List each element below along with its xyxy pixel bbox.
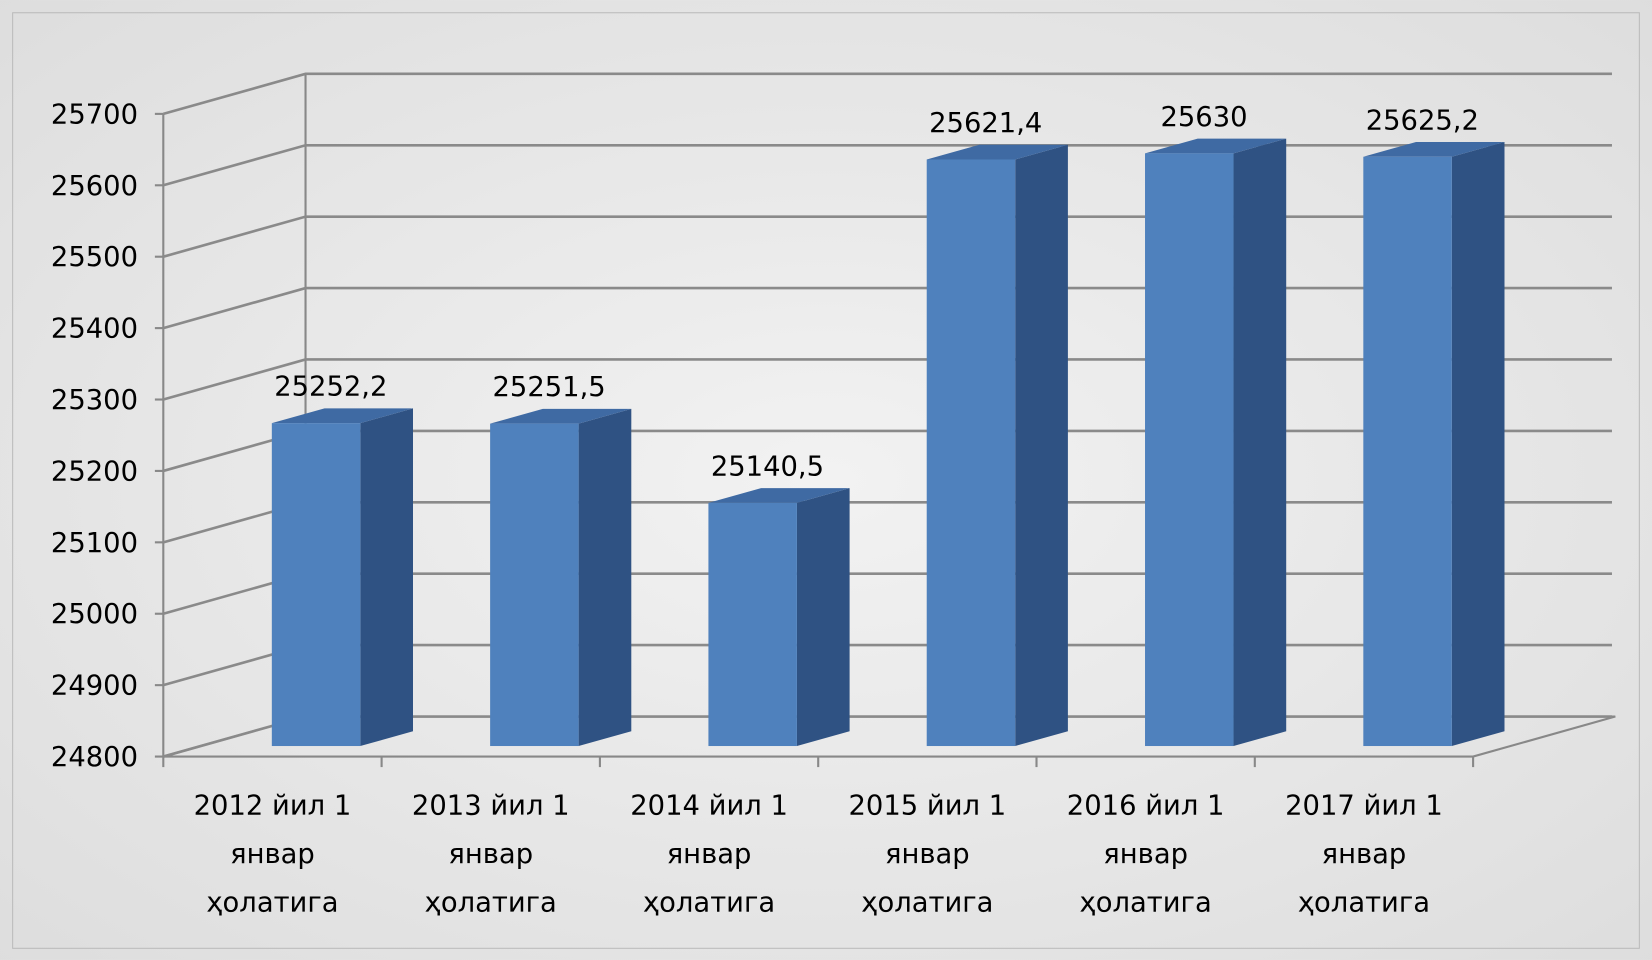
bar-top xyxy=(271,408,413,424)
bar-side xyxy=(1233,138,1287,747)
x-tick-label-box: 2017 йил 1 январ ҳолатига xyxy=(1285,790,1443,919)
bar xyxy=(490,423,579,747)
bar-top xyxy=(708,488,850,503)
y-tick-label: 25200 xyxy=(51,456,138,487)
y-tick-label: 25600 xyxy=(51,171,138,202)
bar-side xyxy=(796,488,850,747)
x-tick-label: 2017 йил 1 январ ҳолатига xyxy=(1285,790,1443,919)
y-tick-label: 25400 xyxy=(51,314,138,345)
value-label: 25251,5 xyxy=(493,372,606,403)
x-tick-label: 2012 йил 1 январ ҳолатига xyxy=(193,790,352,919)
x-tick-label: 2014 йил 1 январ ҳолатига xyxy=(630,790,788,919)
y-tick-label: 25500 xyxy=(51,242,138,273)
bar xyxy=(1145,153,1234,747)
x-tick-label-box: 2013 йил 1 январ ҳолатига xyxy=(411,790,570,919)
y-tick-label: 25300 xyxy=(51,385,138,416)
value-label: 25621,4 xyxy=(929,108,1042,139)
bar-side xyxy=(578,408,632,747)
bar xyxy=(1363,156,1452,747)
bar xyxy=(271,423,361,747)
x-tick-label: 2013 йил 1 январ ҳолатига xyxy=(411,790,570,919)
bar-side xyxy=(1015,144,1068,747)
bar xyxy=(708,502,797,747)
x-tick-label: 2015 йил 1 январ ҳолатига xyxy=(848,790,1007,919)
bar-top xyxy=(490,408,632,424)
y-tick-label: 24800 xyxy=(51,742,138,773)
x-tick-label-box: 2014 йил 1 январ ҳолатига xyxy=(630,790,788,919)
bar-top xyxy=(1145,138,1287,154)
y-tick-label: 25000 xyxy=(51,599,138,630)
x-tick-label: 2016 йил 1 январ ҳолатига xyxy=(1066,790,1225,919)
value-label: 25140,5 xyxy=(711,451,824,482)
bar-top xyxy=(1363,142,1505,157)
x-tick-label-box: 2016 йил 1 январ ҳолатига xyxy=(1066,790,1225,919)
grid-line xyxy=(162,72,1612,116)
bar xyxy=(926,159,1016,747)
bar-side xyxy=(1451,142,1505,747)
frame xyxy=(12,12,1640,949)
y-tick-label: 25100 xyxy=(51,528,138,559)
y-tick-label: 25700 xyxy=(51,99,138,130)
value-label: 25625,2 xyxy=(1366,105,1479,136)
y-tick-label: 24900 xyxy=(51,671,138,702)
x-tick-label-box: 2012 йил 1 январ ҳолатига xyxy=(193,790,352,919)
value-label: 25630 xyxy=(1160,102,1247,133)
x-tick-label-box: 2015 йил 1 январ ҳолатига xyxy=(848,790,1007,919)
value-label: 25252,2 xyxy=(274,372,387,403)
bar-top xyxy=(926,144,1068,160)
bar-side xyxy=(360,408,413,747)
